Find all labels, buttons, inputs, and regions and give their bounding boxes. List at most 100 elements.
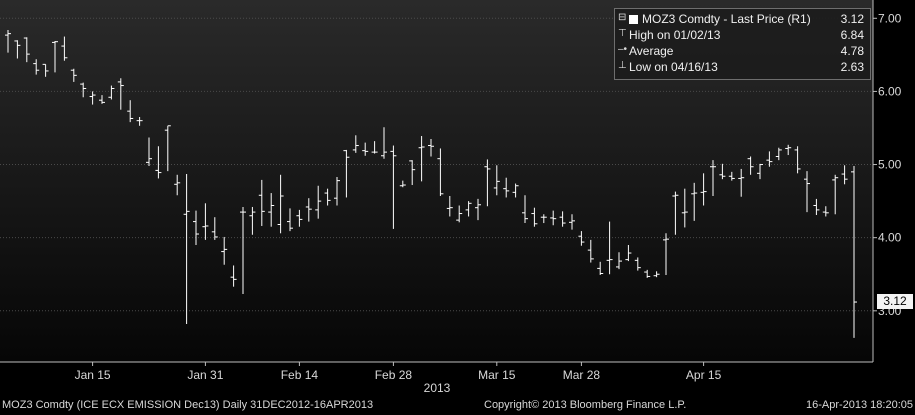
ohlc-bar (738, 168, 745, 197)
ohlc-bar (42, 63, 49, 77)
ohlc-bar (550, 210, 557, 226)
ohlc-bar (710, 160, 716, 196)
ohlc-bar (230, 265, 237, 287)
ohlc-bar (672, 191, 679, 235)
ohlc-bar (456, 205, 463, 223)
ohlc-bar (324, 188, 331, 206)
ohlc-bar (240, 206, 246, 294)
ohlc-bar (183, 174, 190, 324)
legend-high-value: 6.84 (840, 28, 864, 42)
ohlc-bar (80, 82, 87, 98)
ohlc-bar (52, 40, 58, 73)
legend-high-label: High on 01/02/13 (629, 28, 721, 42)
y-tick-label-1: 6.00 (878, 84, 902, 98)
ohlc-bar (352, 135, 359, 153)
y-axis: 7.006.005.004.003.00 (872, 0, 902, 362)
ohlc-bar (804, 171, 810, 213)
y-tick-label-2: 5.00 (878, 158, 902, 172)
ohlc-bar (663, 233, 669, 275)
ohlc-bar (61, 36, 68, 61)
ohlc-bar (136, 117, 143, 126)
ohlc-bar (193, 210, 199, 245)
ohlc-bar (155, 146, 162, 179)
ohlc-bar (287, 208, 293, 232)
ohlc-bar (691, 182, 698, 221)
ohlc-bar (747, 156, 754, 175)
legend-title: MOZ3 Comdty - Last Price (R1) (642, 12, 811, 26)
x-tick-label-3: Feb 28 (375, 368, 413, 382)
average-marker-icon: –• (618, 44, 628, 55)
x-axis: Jan 15 Jan 31 Feb 14 Feb 28 Mar 15 Mar 28 Apr … (0, 361, 873, 382)
collapse-icon[interactable]: ⊟ (618, 12, 627, 23)
ohlc-bar (634, 257, 641, 271)
ohlc-bar (277, 174, 284, 234)
ohlc-bar (418, 136, 425, 182)
ohlc-bar (334, 176, 340, 206)
ohlc-bar (108, 85, 115, 100)
ohlc-bar (757, 163, 763, 180)
ohlc-bar (841, 165, 848, 185)
ohlc-bar (371, 141, 378, 154)
ohlc-bar (258, 179, 265, 226)
legend-average-row: –• Average 4.78 (615, 44, 870, 60)
ohlc-bar (522, 195, 528, 224)
legend-title-value: 3.12 (840, 12, 864, 26)
ohlc-bar (766, 151, 773, 167)
ohlc-bar (23, 37, 30, 63)
last-price-tag: 3.12 (877, 294, 913, 310)
legend-low-label: Low on 04/16/13 (629, 60, 718, 74)
ohlc-bar (484, 159, 491, 207)
ohlc-bar (540, 214, 547, 224)
ohlc-bar (794, 146, 801, 174)
ohlc-bar (851, 166, 857, 338)
footer-bar: MOZ3 Comdty (ICE ECX EMISSION Dec13) Dai… (0, 398, 915, 415)
ohlc-bar (305, 198, 312, 222)
ohlc-bar (127, 100, 134, 123)
ohlc-bar (14, 40, 21, 59)
x-axis-year: 2013 (424, 381, 451, 395)
legend-average-label: Average (629, 44, 674, 58)
ohlc-bar (813, 198, 820, 216)
footer-security: MOZ3 Comdty (ICE ECX EMISSION Dec13) Dai… (2, 399, 374, 411)
ohlc-bar (616, 252, 622, 270)
legend: ⊟ MOZ3 Comdty - Last Price (R1) 3.12 ⊤ H… (614, 8, 871, 80)
ohlc-bar (89, 91, 96, 105)
ohlc-bar (5, 29, 11, 53)
ohlc-bar (343, 149, 350, 198)
x-tick-label-1: Jan 31 (187, 368, 223, 382)
ohlc-bar (653, 271, 660, 278)
high-marker-icon: ⊤ (618, 28, 627, 39)
footer-copyright: Copyright© 2013 Bloomberg Finance L.P. (484, 399, 687, 411)
ohlc-bar (644, 269, 651, 278)
x-tick-label-4: Mar 15 (478, 368, 516, 382)
x-tick-label-6: Apr 15 (686, 368, 722, 382)
ohlc-bar (587, 239, 594, 263)
ohlc-bar (832, 174, 839, 215)
y-tick-label-0: 7.00 (878, 11, 902, 25)
ohlc-bar (512, 183, 519, 198)
ohlc-bar (70, 68, 77, 82)
ohlc-bar (409, 160, 416, 186)
ohlc-bar (381, 127, 387, 159)
x-tick-label-5: Mar 28 (563, 368, 601, 382)
ohlc-bar (428, 138, 434, 157)
ohlc-bar (531, 207, 538, 227)
ohlc-bar (597, 261, 604, 275)
ohlc-bar (785, 144, 792, 156)
ohlc-bar (475, 198, 481, 221)
ohlc-bar (221, 236, 228, 265)
ohlc-bar (296, 209, 303, 227)
ohlc-bar (249, 206, 256, 235)
ohlc-bar (315, 185, 322, 219)
y-tick-label-3: 4.00 (878, 231, 902, 245)
ohlc-bar (728, 171, 735, 181)
ohlc-bar (775, 147, 782, 161)
ohlc-bar (503, 177, 510, 198)
footer-timestamp: 16-Apr-2013 18:20:05 (805, 399, 913, 411)
legend-average-value: 4.78 (840, 44, 864, 58)
ohlc-bar (578, 231, 585, 246)
ohlc-bar (164, 125, 171, 172)
ohlc-bar (99, 95, 105, 104)
ohlc-bar (719, 163, 726, 180)
ohlc-bar (362, 142, 369, 156)
